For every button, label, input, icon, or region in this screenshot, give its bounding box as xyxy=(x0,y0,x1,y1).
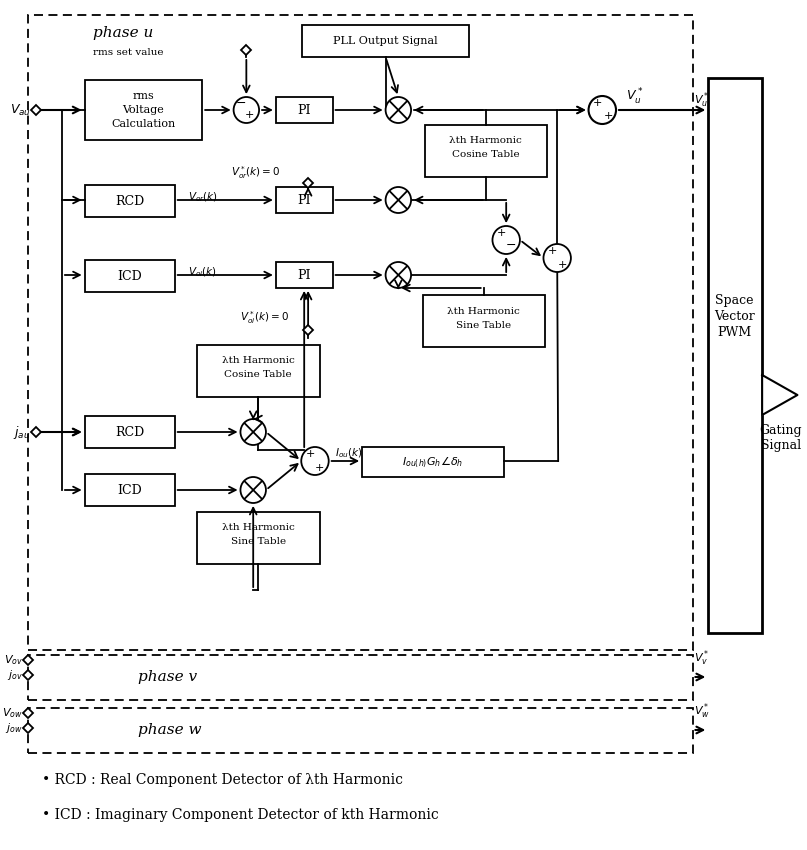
Bar xyxy=(276,262,332,288)
Text: +: + xyxy=(558,260,567,270)
Circle shape xyxy=(386,262,411,288)
Text: Calculation: Calculation xyxy=(111,119,175,129)
Text: phase v: phase v xyxy=(139,670,198,684)
Text: phase w: phase w xyxy=(139,723,202,737)
Text: ICD: ICD xyxy=(117,269,142,282)
Text: $I_{ou(h)}G_h\angle\delta_h$: $I_{ou(h)}G_h\angle\delta_h$ xyxy=(402,454,463,470)
Text: λth Harmonic: λth Harmonic xyxy=(447,307,520,315)
Polygon shape xyxy=(762,375,797,415)
Text: $V_{ov}$: $V_{ov}$ xyxy=(4,653,23,667)
Text: $V_{oi}(k)$: $V_{oi}(k)$ xyxy=(187,265,216,279)
Text: phase u: phase u xyxy=(94,26,154,40)
Text: $V_w^*$: $V_w^*$ xyxy=(695,701,710,721)
Text: Cosine Table: Cosine Table xyxy=(452,150,520,158)
Text: PWM: PWM xyxy=(717,326,752,338)
Circle shape xyxy=(492,226,520,254)
Text: λth Harmonic: λth Harmonic xyxy=(222,355,295,365)
Bar xyxy=(85,185,175,217)
Text: $j_{ov}$: $j_{ov}$ xyxy=(7,668,23,682)
Text: PLL Output Signal: PLL Output Signal xyxy=(333,36,438,46)
Text: PI: PI xyxy=(298,194,311,207)
Text: Cosine Table: Cosine Table xyxy=(224,370,292,378)
Text: +: + xyxy=(604,111,613,121)
Text: $V_{or}^*(k)=0$: $V_{or}^*(k)=0$ xyxy=(232,165,281,181)
Text: +: + xyxy=(496,228,506,238)
Text: Voltage: Voltage xyxy=(123,105,165,115)
Bar xyxy=(198,345,320,397)
Text: $j_{au}$: $j_{au}$ xyxy=(13,423,31,440)
Text: $V_{au}$: $V_{au}$ xyxy=(10,103,31,117)
Text: $V_{or}(k)$: $V_{or}(k)$ xyxy=(187,190,218,204)
Bar xyxy=(85,80,203,140)
Bar xyxy=(424,125,547,177)
Circle shape xyxy=(240,419,266,445)
Text: Sine Table: Sine Table xyxy=(456,320,511,330)
Text: −: − xyxy=(506,239,516,252)
Bar xyxy=(423,295,546,347)
Text: $I_{ou}(k)$: $I_{ou}(k)$ xyxy=(335,446,362,460)
Text: ICD: ICD xyxy=(117,484,142,496)
Text: RCD: RCD xyxy=(115,426,144,439)
Bar xyxy=(85,416,175,448)
Bar xyxy=(276,187,332,213)
Text: $V_{ow}$: $V_{ow}$ xyxy=(2,706,23,720)
Bar xyxy=(276,97,332,123)
Bar xyxy=(362,447,504,477)
Text: $V_v^*$: $V_v^*$ xyxy=(695,649,710,668)
Bar xyxy=(198,512,320,564)
Circle shape xyxy=(386,97,411,123)
Text: Space: Space xyxy=(716,293,754,307)
Bar xyxy=(709,78,762,633)
Text: rms: rms xyxy=(132,91,154,101)
Text: Vector: Vector xyxy=(714,309,755,322)
Text: Signal: Signal xyxy=(761,439,801,451)
Bar xyxy=(27,708,692,753)
Text: $j_{ow}$: $j_{ow}$ xyxy=(6,721,23,735)
Text: +: + xyxy=(548,246,557,256)
Text: +: + xyxy=(316,463,324,473)
Text: Gating: Gating xyxy=(759,423,802,437)
Text: $V_u^*$: $V_u^*$ xyxy=(625,87,643,107)
Text: λth Harmonic: λth Harmonic xyxy=(222,523,295,531)
Text: PI: PI xyxy=(298,104,311,116)
Text: • RCD : Real Component Detector of λth Harmonic: • RCD : Real Component Detector of λth H… xyxy=(43,773,404,787)
Text: PI: PI xyxy=(298,269,311,281)
Circle shape xyxy=(588,96,616,124)
Text: +: + xyxy=(305,449,315,459)
Circle shape xyxy=(301,447,328,475)
Text: rms set value: rms set value xyxy=(94,48,164,56)
Bar xyxy=(85,474,175,506)
Text: RCD: RCD xyxy=(115,195,144,207)
Bar xyxy=(85,260,175,292)
Text: • ICD : Imaginary Component Detector of kth Harmonic: • ICD : Imaginary Component Detector of … xyxy=(43,808,439,822)
Circle shape xyxy=(233,97,259,123)
Text: Sine Table: Sine Table xyxy=(231,536,286,546)
Text: +: + xyxy=(592,98,602,108)
Circle shape xyxy=(240,477,266,503)
Text: +: + xyxy=(245,110,254,120)
Bar xyxy=(303,25,469,57)
Circle shape xyxy=(543,244,571,272)
Text: −: − xyxy=(236,97,247,110)
Bar xyxy=(27,655,692,700)
Circle shape xyxy=(386,187,411,213)
Text: λth Harmonic: λth Harmonic xyxy=(449,135,522,144)
Text: $V_u^*$: $V_u^*$ xyxy=(695,90,710,110)
Bar xyxy=(27,15,692,650)
Text: $V_{oi}^*(k)=0$: $V_{oi}^*(k)=0$ xyxy=(240,309,290,326)
